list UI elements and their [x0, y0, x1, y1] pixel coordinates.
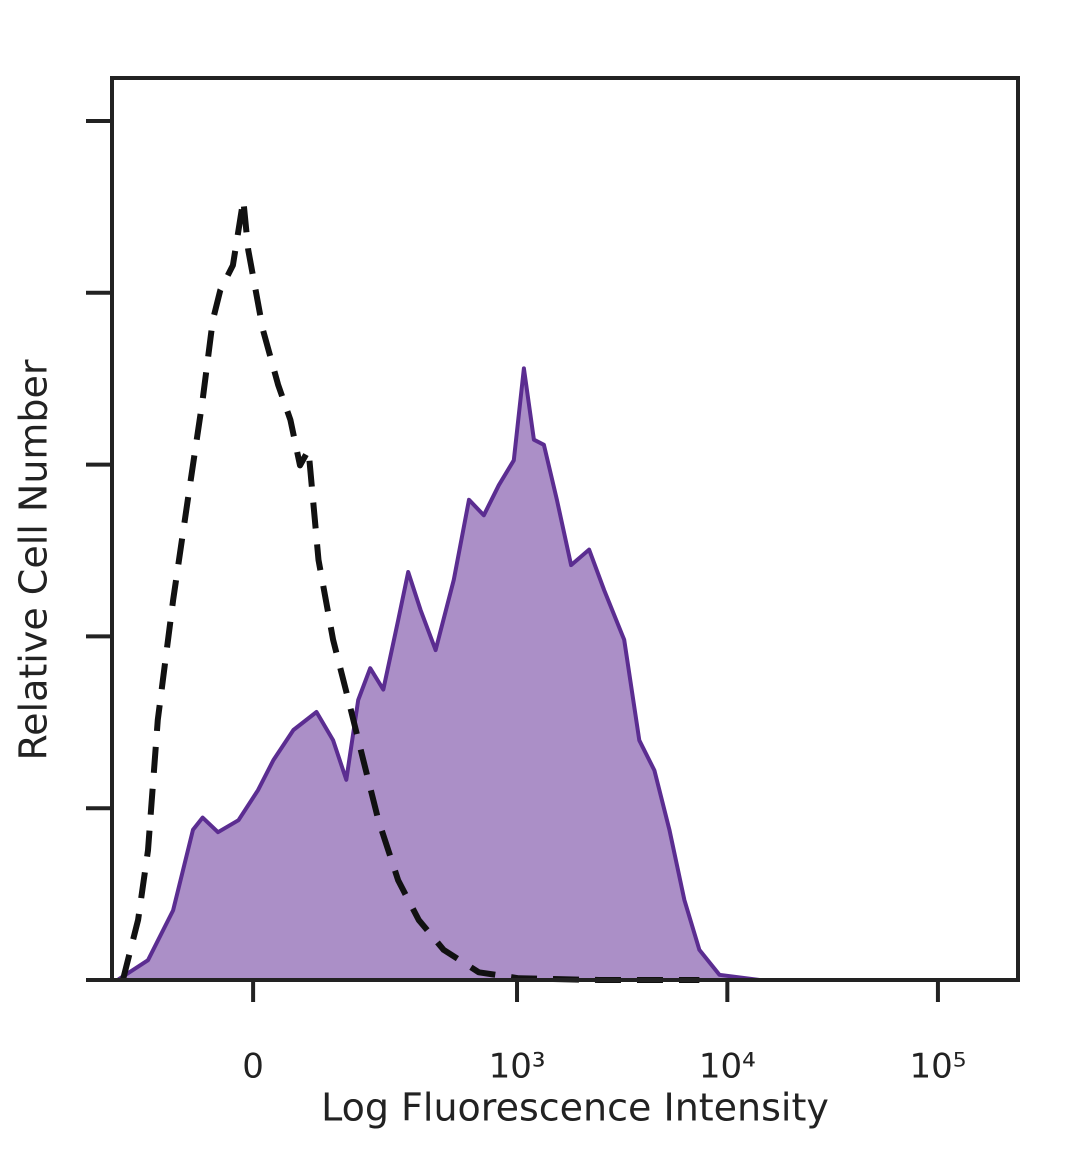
- x-tick-label: 10⁵: [909, 1047, 966, 1087]
- control-line: [119, 197, 700, 983]
- x-tick-label: 0: [242, 1047, 264, 1087]
- x-tick-label: 10³: [489, 1047, 546, 1087]
- y-axis-title: Relative Cell Number: [12, 359, 56, 760]
- histogram-area: [117, 368, 1016, 980]
- x-tick-label: 10⁴: [699, 1047, 756, 1087]
- x-axis-title: Log Fluorescence Intensity: [321, 1086, 829, 1130]
- histogram-line: [116, 366, 1016, 982]
- plot-frame: [110, 76, 1020, 982]
